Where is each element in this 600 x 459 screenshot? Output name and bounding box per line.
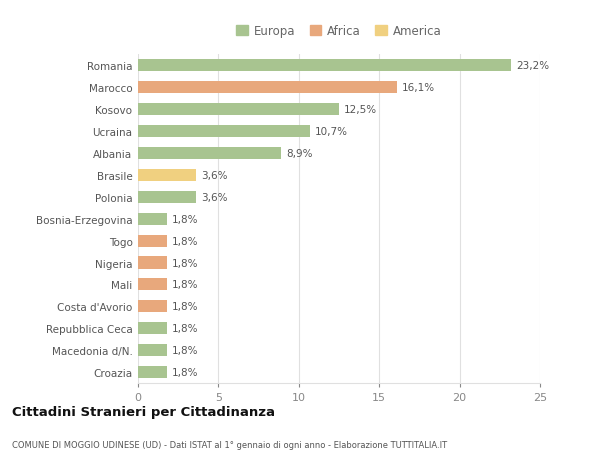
Bar <box>138 191 196 203</box>
Bar <box>138 344 167 357</box>
Text: 1,8%: 1,8% <box>172 324 198 334</box>
Text: COMUNE DI MOGGIO UDINESE (UD) - Dati ISTAT al 1° gennaio di ogni anno - Elaboraz: COMUNE DI MOGGIO UDINESE (UD) - Dati IST… <box>12 441 447 449</box>
Bar <box>138 147 281 160</box>
Bar <box>138 257 167 269</box>
Bar <box>138 279 167 291</box>
Text: 8,9%: 8,9% <box>286 149 313 158</box>
Bar <box>138 235 167 247</box>
Text: 23,2%: 23,2% <box>516 61 549 71</box>
Bar <box>138 323 167 335</box>
Text: 1,8%: 1,8% <box>172 258 198 268</box>
Bar <box>138 301 167 313</box>
Text: 1,8%: 1,8% <box>172 280 198 290</box>
Text: 10,7%: 10,7% <box>315 127 348 137</box>
Text: Cittadini Stranieri per Cittadinanza: Cittadini Stranieri per Cittadinanza <box>12 405 275 419</box>
Legend: Europa, Africa, America: Europa, Africa, America <box>236 25 442 38</box>
Bar <box>138 366 167 378</box>
Bar <box>138 169 196 181</box>
Bar <box>138 104 339 116</box>
Bar <box>138 60 511 72</box>
Bar <box>138 126 310 138</box>
Text: 16,1%: 16,1% <box>402 83 435 93</box>
Text: 1,8%: 1,8% <box>172 367 198 377</box>
Text: 1,8%: 1,8% <box>172 214 198 224</box>
Bar <box>138 213 167 225</box>
Bar <box>138 82 397 94</box>
Text: 3,6%: 3,6% <box>201 192 227 202</box>
Text: 1,8%: 1,8% <box>172 236 198 246</box>
Text: 12,5%: 12,5% <box>344 105 377 115</box>
Text: 1,8%: 1,8% <box>172 302 198 312</box>
Text: 3,6%: 3,6% <box>201 170 227 180</box>
Text: 1,8%: 1,8% <box>172 346 198 355</box>
